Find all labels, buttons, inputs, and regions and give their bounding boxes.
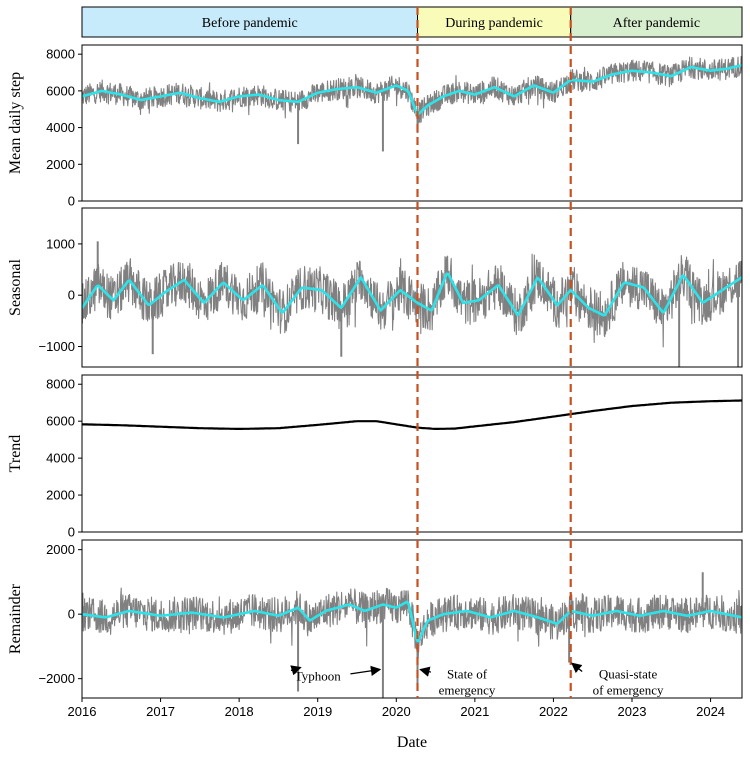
y-tick-label-3-1: 0 <box>68 607 75 622</box>
y-tick-label-2-3: 6000 <box>46 414 75 429</box>
x-axis-title: Date <box>397 734 427 751</box>
x-tick-label-4: 2020 <box>382 704 411 719</box>
panel-frame-0 <box>81 44 743 202</box>
y-tick-label-1-2: 1000 <box>46 236 75 251</box>
phase-box-1 <box>417 6 572 38</box>
annotation-text-2-1: of emergency <box>593 683 664 698</box>
y-tick-label-0-1: 2000 <box>46 157 75 172</box>
panel-plot-area-1 <box>82 241 742 367</box>
x-tick-label-1: 2017 <box>146 704 175 719</box>
y-axis-title-0: Mean daily step <box>7 72 24 174</box>
phase-box-0 <box>81 6 418 38</box>
annotation-arrow-0-0 <box>290 665 302 676</box>
event-lines <box>416 7 572 698</box>
phase-box-2 <box>570 6 743 38</box>
y-tick-label-2-1: 2000 <box>46 488 75 503</box>
y-tick-label-0-0: 0 <box>68 194 75 209</box>
x-tick-label-3: 2019 <box>303 704 332 719</box>
annotation-text-2-0: Quasi-state <box>599 667 658 682</box>
y-tick-label-2-0: 0 <box>68 525 75 540</box>
x-tick-label-2: 2018 <box>225 704 254 719</box>
y-tick-label-2-2: 4000 <box>46 451 75 466</box>
x-tick-label-6: 2022 <box>539 704 568 719</box>
y-tick-label-0-3: 6000 <box>46 83 75 98</box>
y-tick-label-1-0: −1000 <box>38 339 75 354</box>
y-axis-title-1: Seasonal <box>7 259 24 316</box>
panel-frame-1 <box>81 207 743 368</box>
panel-2: 0 2000 4000 6000 8000 Trend <box>7 374 743 540</box>
panel-plot-area-0 <box>82 55 742 152</box>
smooth-series-0 <box>82 63 742 116</box>
annotation-arrow-1-0 <box>419 666 432 677</box>
panel-1: −1000 0 1000 Seasonal <box>7 207 743 368</box>
smooth-series-1 <box>82 272 742 317</box>
annotation-text-1-1: emergency <box>439 683 496 698</box>
panel-plot-area-3 <box>82 572 742 698</box>
x-axis: 2016 2017 2018 2019 2020 2021 2022 2023 2024 Date <box>68 698 725 751</box>
y-tick-label-3-0: −2000 <box>38 671 75 686</box>
phase-label-1: During pandemic <box>445 16 543 31</box>
y-axis-title-2: Trend <box>7 435 24 473</box>
x-tick-label-8: 2024 <box>696 704 725 719</box>
smooth-series-3 <box>82 600 742 643</box>
x-tick-label-7: 2023 <box>618 704 647 719</box>
panel-background-2 <box>82 375 742 532</box>
trend-line <box>82 399 742 430</box>
panel-frame-3 <box>81 539 743 699</box>
phase-header: Before pandemic During pandemic After pand… <box>81 6 743 38</box>
panel-0: 0 2000 4000 6000 8000 Mean daily step <box>7 44 743 209</box>
panel-plot-area-2 <box>82 399 742 430</box>
y-tick-label-0-4: 8000 <box>46 47 75 62</box>
panel-3: −2000 0 2000 Remainder <box>7 539 743 699</box>
annotation-arrow-0-1 <box>350 665 382 676</box>
raw-series-0 <box>82 55 742 126</box>
phase-label-2: After pandemic <box>613 16 700 31</box>
annotation-text-0-0: Typhoon <box>295 668 342 683</box>
raw-series-3 <box>82 587 742 659</box>
y-tick-label-1-1: 0 <box>68 288 75 303</box>
y-tick-label-0-2: 4000 <box>46 120 75 135</box>
panel-frame-2 <box>81 374 743 533</box>
y-tick-label-2-4: 8000 <box>46 377 75 392</box>
y-axis-title-3: Remainder <box>7 583 24 654</box>
x-tick-label-5: 2021 <box>460 704 489 719</box>
y-tick-label-3-2: 2000 <box>46 542 75 557</box>
phase-label-0: Before pandemic <box>202 16 298 31</box>
x-tick-label-0: 2016 <box>68 704 97 719</box>
annotation-text-1-0: State of <box>447 667 488 682</box>
annotation-arrow-2-0 <box>571 662 583 674</box>
panels: 0 2000 4000 6000 8000 Mean daily step −1000 0 10… <box>7 44 743 699</box>
